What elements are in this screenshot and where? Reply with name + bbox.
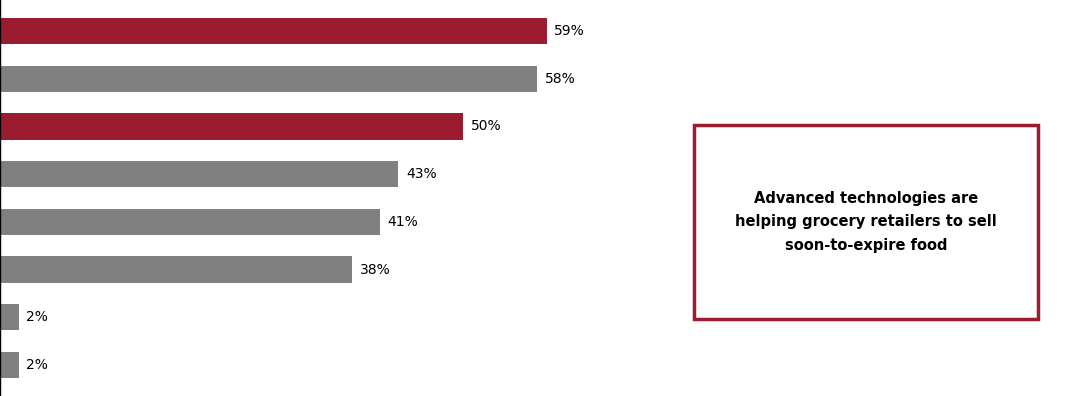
Bar	[0, 304, 18, 330]
Bar	[0, 161, 398, 187]
Bar	[0, 257, 352, 283]
Text: 38%: 38%	[359, 263, 391, 276]
Text: 2%: 2%	[26, 358, 47, 372]
Bar	[0, 113, 464, 139]
Bar	[0, 209, 380, 235]
Text: Advanced technologies are
helping grocery retailers to sell
soon-to-expire food: Advanced technologies are helping grocer…	[735, 191, 997, 253]
Text: 58%: 58%	[544, 72, 576, 86]
Text: 2%: 2%	[26, 310, 47, 324]
Bar	[0, 352, 18, 378]
Bar	[0, 18, 547, 44]
Text: 43%: 43%	[406, 167, 437, 181]
FancyBboxPatch shape	[694, 125, 1038, 318]
Text: 41%: 41%	[387, 215, 419, 229]
Text: 50%: 50%	[470, 120, 501, 133]
Text: 59%: 59%	[554, 24, 585, 38]
Bar	[0, 66, 537, 92]
